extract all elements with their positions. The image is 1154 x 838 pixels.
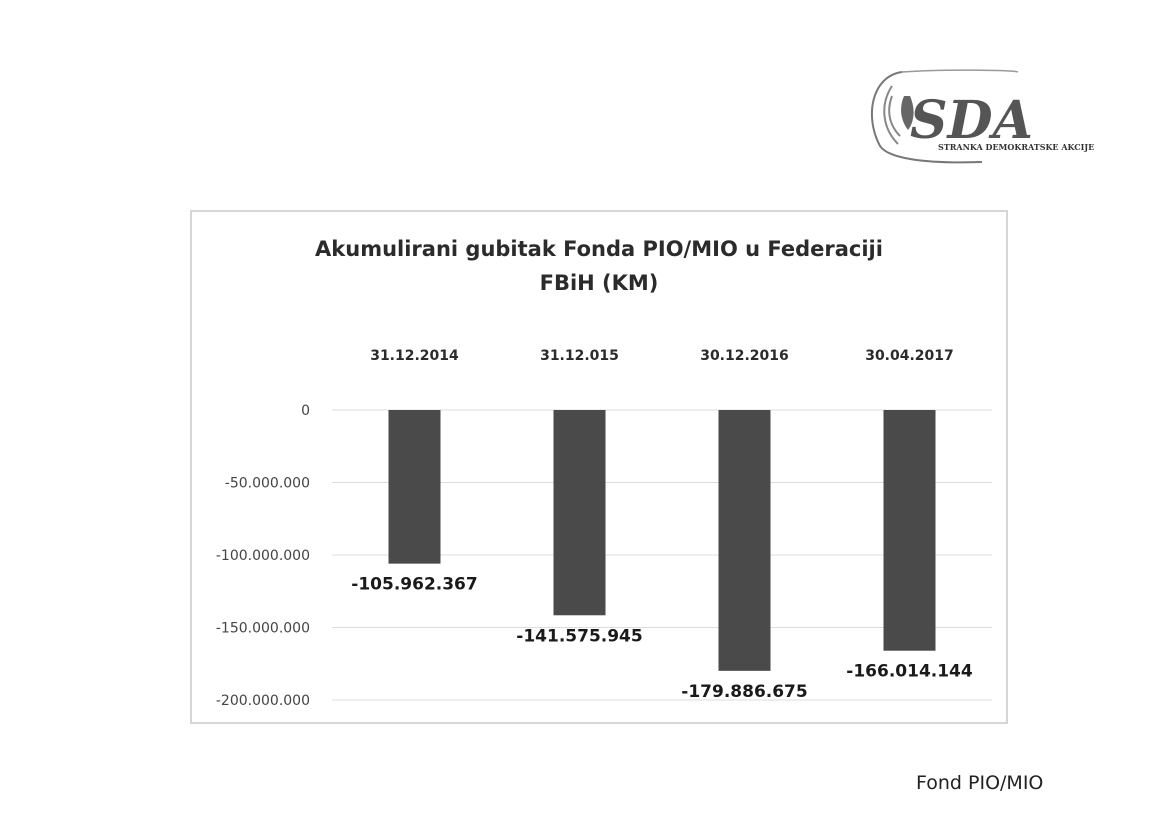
- chart-title-line-2: FBiH (KM): [540, 271, 659, 295]
- y-tick-label: -50.000.000: [225, 476, 310, 492]
- bars: [388, 410, 936, 671]
- gridlines: [332, 409, 992, 701]
- data-label: -105.962.367: [351, 575, 477, 595]
- bar: [553, 410, 606, 616]
- data-label: -179.886.675: [681, 682, 807, 702]
- data-labels: -105.962.367 -141.575.945 -179.886.675 -166…: [351, 575, 973, 702]
- logo-wordmark: SDA: [910, 90, 1033, 151]
- category-label: 30.04.2017: [865, 348, 954, 364]
- sda-logo: SDA STRANKA DEMOKRATSKE AKCIJE: [862, 66, 1094, 166]
- y-tick-label: -200.000.000: [216, 693, 310, 709]
- category-label: 30.12.2016: [700, 348, 789, 364]
- bar: [883, 410, 936, 651]
- data-label: -141.575.945: [516, 626, 642, 646]
- bar: [718, 410, 771, 671]
- y-axis-ticks: 0 -50.000.000 -100.000.000 -150.000.000 -200…: [216, 403, 310, 709]
- y-tick-label: 0: [301, 403, 310, 419]
- y-tick-label: -150.000.000: [216, 621, 310, 637]
- source-note: Fond PIO/MIO: [916, 772, 1044, 794]
- chart-svg: Akumulirani gubitak Fonda PIO/MIO u Fede…: [216, 237, 992, 709]
- y-tick-label: -100.000.000: [216, 548, 310, 564]
- lily-icon: [901, 96, 914, 130]
- chart-frame: Akumulirani gubitak Fonda PIO/MIO u Fede…: [190, 210, 1008, 724]
- category-labels: 31.12.2014 31.12.015 30.12.2016 30.04.2017: [370, 348, 954, 364]
- logo-subtitle: STRANKA DEMOKRATSKE AKCIJE: [938, 142, 1094, 152]
- sda-logo-graphic: SDA STRANKA DEMOKRATSKE AKCIJE: [870, 69, 1094, 164]
- category-label: 31.12.015: [540, 348, 619, 364]
- chart-title-line-1: Akumulirani gubitak Fonda PIO/MIO u Fede…: [315, 237, 883, 261]
- bar: [388, 410, 441, 564]
- data-label: -166.014.144: [846, 662, 973, 682]
- category-label: 31.12.2014: [370, 348, 459, 364]
